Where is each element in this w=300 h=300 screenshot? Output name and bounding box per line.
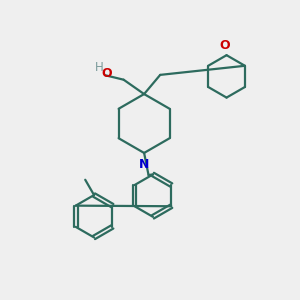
Text: O: O <box>101 67 112 80</box>
Text: O: O <box>220 39 230 52</box>
Text: H: H <box>94 61 103 74</box>
Text: N: N <box>139 158 149 171</box>
